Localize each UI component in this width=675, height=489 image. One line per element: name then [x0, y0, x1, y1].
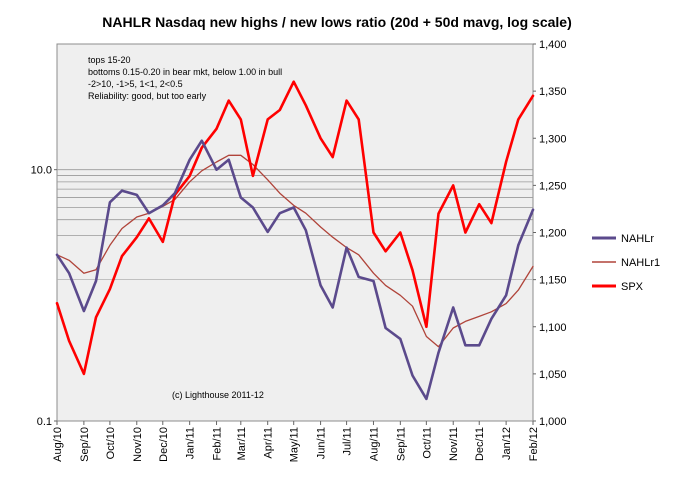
right-tick-label: 1,150	[539, 275, 567, 287]
x-tick-label: Dec/11	[474, 427, 486, 461]
x-tick-label: Jul/11	[342, 427, 354, 456]
left-tick-label: 0.1	[37, 416, 52, 428]
legend-label-nahlr: NAHLr	[621, 233, 654, 245]
right-axis: 1,000 1,050 1,100 1,150 1,200 1,250 1,300 1,350…	[533, 39, 567, 428]
right-tick-label: 1,100	[539, 322, 567, 334]
legend-label-nahlr1: NAHLr1	[621, 257, 660, 269]
right-tick-label: 1,000	[539, 416, 567, 428]
x-tick-label: Sep/10	[79, 427, 91, 462]
x-tick-label: Nov/11	[448, 427, 460, 461]
x-tick-label: Aug/10	[52, 427, 64, 462]
series-line-nahlr	[55, 139, 535, 401]
x-tick-label: Jan/11	[185, 427, 197, 459]
x-tick-label: Jun/11	[316, 427, 328, 459]
x-tick-label: Oct/10	[105, 427, 117, 459]
note-line: tops 15-20	[88, 55, 131, 65]
notes-block: tops 15-20 bottoms 0.15-0.20 in bear mkt,…	[88, 55, 282, 101]
note-line: Reliability: good, but too early	[88, 91, 207, 101]
right-tick-label: 1,350	[539, 86, 567, 98]
legend: NAHLr NAHLr1 SPX	[592, 233, 660, 293]
x-tick-label: Dec/10	[158, 427, 170, 462]
right-tick-label: 1,200	[539, 228, 567, 240]
series-line-spx	[55, 80, 535, 376]
legend-label-spx: SPX	[621, 281, 644, 293]
series-layer	[55, 80, 535, 401]
x-tick-label: Nov/10	[132, 427, 144, 462]
right-tick-label: 1,250	[539, 180, 567, 192]
left-tick-label: 10.0	[31, 165, 52, 177]
right-tick-label: 1,050	[539, 369, 567, 381]
x-tick-label: Sep/11	[395, 427, 407, 461]
credit-text: (c) Lighthouse 2011-12	[172, 390, 264, 400]
note-line: bottoms 0.15-0.20 in bear mkt, below 1.0…	[88, 67, 282, 77]
x-tick-label: Apr/11	[263, 427, 275, 459]
x-tick-label: May/11	[289, 427, 301, 462]
series-line-nahlr1	[56, 154, 534, 348]
note-line: -2>10, -1>5, 1<1, 2<0.5	[88, 79, 183, 89]
x-tick-label: Jan/12	[501, 427, 513, 460]
plot-area	[56, 43, 534, 422]
x-tick-label: Mar/11	[236, 427, 248, 460]
right-tick-label: 1,300	[539, 133, 567, 145]
right-tick-label: 1,400	[539, 39, 567, 51]
x-tick-label: Feb/12	[528, 427, 540, 461]
x-tick-label: Oct/11	[421, 427, 433, 459]
x-tick-label: Aug/11	[368, 427, 380, 461]
x-axis: Aug/10 Sep/10 Oct/10 Nov/10 Dec/10 Jan/11 Feb/…	[52, 421, 540, 462]
x-tick-label: Feb/11	[212, 427, 224, 460]
chart-title: NAHLR Nasdaq new highs / new lows ratio …	[102, 14, 572, 30]
left-axis: 0.1 10.0	[31, 165, 57, 428]
